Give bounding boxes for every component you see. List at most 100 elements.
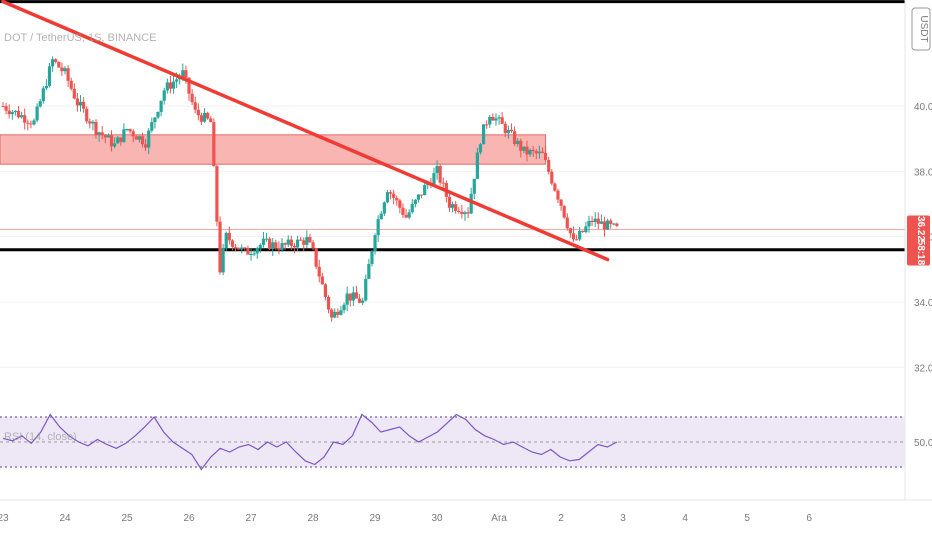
candle-body [16,110,21,118]
candle-body [469,193,473,214]
candle-body [175,79,179,82]
time-axis-tick-label: 26 [183,513,195,524]
candle-body [395,197,399,201]
rsi-line [2,413,618,471]
candle-body [571,233,576,240]
candle-body [494,118,498,121]
candle-body [401,207,405,215]
candle-body [4,106,8,111]
candle-body [326,296,331,310]
candle-body [168,82,173,89]
candle-body [103,134,107,138]
price-tag-countdown: 58:18 [915,240,926,266]
resistance-zone[interactable] [0,134,547,165]
candle-body [1,106,5,108]
candle-body [230,240,235,247]
candle-body [593,218,597,223]
candle-body [190,93,194,103]
candle-body [454,204,458,211]
candle-body [38,101,42,107]
candle-body [299,239,303,241]
candle-body [258,244,262,249]
candle-body [109,135,114,147]
candle-body [450,204,455,208]
candle-body [184,70,188,78]
candle-body [472,178,476,194]
candle-body [475,152,479,179]
candle-body [286,239,290,245]
time-axis-tick-label: 28 [307,513,319,524]
candle-body [199,115,204,122]
candle-body [23,115,27,123]
candle-body [165,82,169,91]
time-axis-tick-label: 3 [620,513,626,524]
candle-body [432,173,436,186]
candle-body [410,204,414,213]
candle-body [128,129,132,132]
candle-body [438,166,442,183]
candle-body [565,217,569,229]
candle-body [308,237,312,243]
candle-body [264,238,269,240]
candle-body [97,132,101,135]
candle-body [491,116,495,121]
candle-body [376,219,380,236]
time-axis-tick-label: 23 [0,513,9,524]
candle-body [364,278,368,301]
candle-body [550,171,554,184]
candle-body [227,232,231,241]
candle-body [60,67,64,72]
candle-body [41,88,45,102]
candle-body [602,221,607,230]
candle-body [441,182,445,184]
candle-body [361,300,365,303]
candle-body [233,246,238,248]
candle-body [317,266,321,277]
candle-body [330,309,334,318]
candle-body [134,136,138,140]
time-axis-tick-label: 24 [59,513,71,524]
candle-body [581,230,585,232]
candle-body [122,129,126,142]
candle-body [277,247,281,250]
candle-body [156,111,160,118]
candle-body [416,194,421,200]
candle-body [528,149,532,155]
candle-body [370,251,374,264]
candle-body [274,242,278,248]
candle-body [351,292,355,301]
time-axis-tick-label: Ara [491,513,507,524]
candle-body [255,248,259,254]
candle-body [506,129,510,134]
candle-body [289,239,293,246]
candle-body [605,220,610,230]
currency-badge[interactable] [911,7,931,51]
candle-body [243,247,247,249]
candle-body [568,228,572,234]
candle-body [404,214,408,218]
candle-body [537,151,541,154]
candle-body [249,253,253,255]
candle-body [202,112,207,122]
candle-body [435,166,439,174]
candle-body [547,159,551,172]
price-axis-tick-label: 32.00 [914,363,932,374]
candle-body [419,194,424,196]
candle-body [339,310,343,315]
candle-body [246,248,250,255]
candle-body [323,284,328,297]
candle-body [540,151,545,153]
candle-body [85,108,89,122]
candle-body [82,101,86,109]
candle-body [525,146,529,155]
candle-body [357,298,362,303]
candle-body [509,129,514,132]
candle-body [543,152,548,160]
candle-body [516,140,520,145]
candle-body [562,205,566,218]
candle-body [305,237,309,245]
candle-body [283,243,287,245]
candle-body [398,200,402,208]
trendline[interactable] [1,0,610,262]
